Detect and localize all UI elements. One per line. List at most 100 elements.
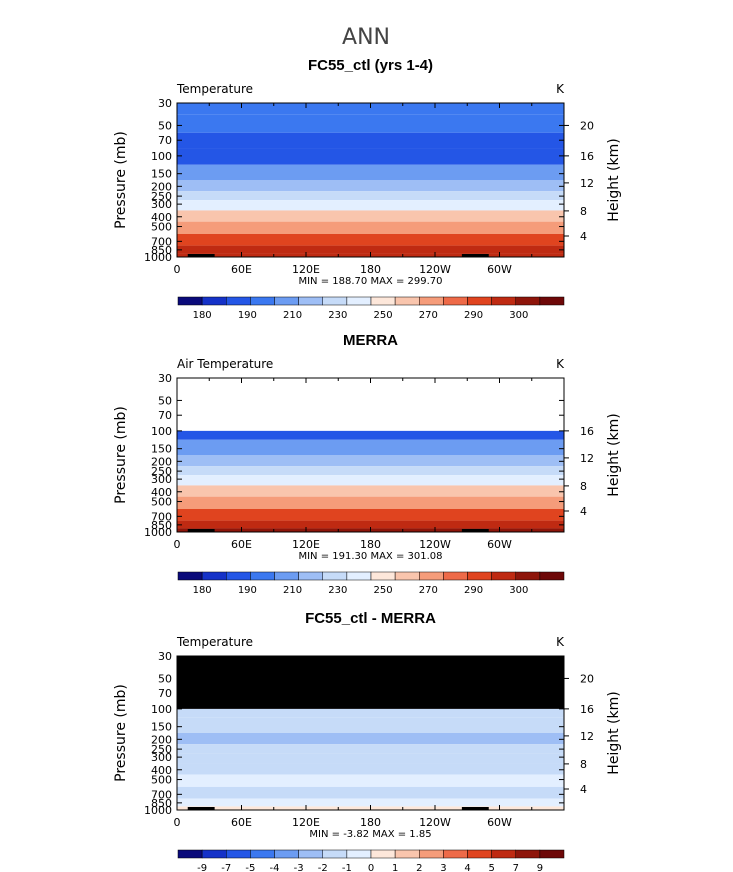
data-band-400 bbox=[177, 763, 564, 775]
x-tick-label: 0 bbox=[174, 263, 181, 276]
colorbar-label: 250 bbox=[374, 310, 393, 321]
colorbar-cell bbox=[370, 849, 396, 859]
colorbar-cell bbox=[419, 849, 444, 859]
colorbar-cell bbox=[298, 849, 323, 859]
colorbar-cell bbox=[443, 296, 468, 306]
colorbar-label: -4 bbox=[270, 863, 280, 872]
colorbar-label: 7 bbox=[513, 863, 519, 872]
data-band-250 bbox=[177, 466, 564, 476]
y-tick-label: 1000 bbox=[144, 526, 172, 539]
y-tick-label: 70 bbox=[158, 687, 172, 700]
x-tick-label: 0 bbox=[174, 816, 181, 829]
colorbar-cell bbox=[250, 296, 275, 306]
y-axis-title-right: Height (km) bbox=[606, 138, 622, 221]
colorbar-cell bbox=[370, 296, 396, 306]
colorbar-cell bbox=[419, 571, 444, 581]
panel-title: FC55_ctl (yrs 1-4) bbox=[308, 57, 433, 74]
panel-units: K bbox=[556, 82, 565, 96]
x-tick-label: 60W bbox=[487, 263, 512, 276]
colorbar-cell bbox=[250, 849, 275, 859]
colorbar-cell bbox=[467, 571, 492, 581]
colorbar-cell bbox=[394, 849, 420, 859]
colorbar-cell bbox=[250, 571, 275, 581]
colorbar-label: 210 bbox=[283, 310, 302, 321]
y-tick-label: 200 bbox=[151, 733, 172, 746]
height-tick-label: 8 bbox=[580, 480, 587, 493]
stats-label: MIN = -3.82 MAX = 1.85 bbox=[309, 829, 431, 840]
colorbar-label: 190 bbox=[238, 585, 257, 596]
x-tick-label: 0 bbox=[174, 538, 181, 551]
stats-label: MIN = 188.70 MAX = 299.70 bbox=[298, 276, 442, 287]
height-tick-label: 16 bbox=[580, 703, 594, 716]
y-axis-title: Pressure (mb) bbox=[113, 406, 129, 504]
y-tick-label: 400 bbox=[151, 486, 172, 499]
colorbar-cell bbox=[298, 571, 323, 581]
colorbar-cell bbox=[226, 849, 251, 859]
colorbar-cell bbox=[201, 849, 227, 859]
colorbar-label: 2 bbox=[416, 863, 422, 872]
height-tick-label: 4 bbox=[580, 783, 587, 796]
topography-mask bbox=[187, 254, 210, 257]
topography-mask bbox=[187, 529, 210, 532]
y-tick-label: 30 bbox=[158, 372, 172, 385]
panel-units: K bbox=[556, 357, 565, 371]
data-band-500 bbox=[177, 221, 564, 234]
colorbar-label: 250 bbox=[374, 585, 393, 596]
height-tick-label: 8 bbox=[580, 205, 587, 218]
colorbar-cell bbox=[443, 571, 468, 581]
panel-left-label: Temperature bbox=[176, 635, 253, 649]
y-tick-label: 300 bbox=[151, 198, 172, 211]
y-tick-label: 100 bbox=[151, 703, 172, 716]
data-band-700 bbox=[177, 233, 564, 246]
colorbar-label: 230 bbox=[328, 585, 347, 596]
y-tick-label: 700 bbox=[151, 510, 172, 523]
colorbar-cell bbox=[177, 296, 203, 306]
y-tick-label: 1000 bbox=[144, 251, 172, 264]
colorbar-label: -5 bbox=[245, 863, 255, 872]
colorbar-cell bbox=[177, 571, 203, 581]
y-tick-label: 500 bbox=[151, 774, 172, 787]
data-band-850 bbox=[177, 245, 564, 254]
colorbar-label: 270 bbox=[419, 310, 438, 321]
colorbar-cell bbox=[515, 296, 541, 306]
colorbar-cell bbox=[491, 296, 516, 306]
y-tick-label: 30 bbox=[158, 97, 172, 110]
colorbar-cell bbox=[226, 571, 251, 581]
colorbar-label: 270 bbox=[419, 585, 438, 596]
topography-mask bbox=[461, 254, 489, 257]
height-tick-label: 12 bbox=[580, 452, 594, 465]
colorbar-label: -7 bbox=[221, 863, 231, 872]
x-tick-label: 180 bbox=[360, 263, 381, 276]
colorbar-cell bbox=[419, 296, 444, 306]
stats-label: MIN = 191.30 MAX = 301.08 bbox=[298, 551, 442, 562]
colorbar-label: -3 bbox=[294, 863, 304, 872]
colorbar-cell bbox=[226, 296, 251, 306]
colorbar-label: 230 bbox=[328, 310, 347, 321]
data-band-850 bbox=[177, 798, 564, 807]
y-tick-label: 50 bbox=[158, 119, 172, 132]
x-tick-label: 180 bbox=[360, 538, 381, 551]
topography-mask bbox=[187, 807, 210, 810]
data-band-300 bbox=[177, 200, 564, 211]
colorbar-cell bbox=[370, 571, 396, 581]
colorbar-cell bbox=[491, 849, 516, 859]
colorbar-label: 3 bbox=[440, 863, 446, 872]
height-tick-label: 8 bbox=[580, 758, 587, 771]
colorbar-label: 300 bbox=[509, 585, 528, 596]
y-tick-label: 200 bbox=[151, 455, 172, 468]
y-tick-label: 700 bbox=[151, 235, 172, 248]
colorbar-cell bbox=[394, 296, 420, 306]
data-band-30 bbox=[177, 103, 564, 115]
panel-title: MERRA bbox=[343, 332, 398, 349]
colorbar-label: 5 bbox=[488, 863, 494, 872]
data-band-200 bbox=[177, 455, 564, 467]
colorbar-cell bbox=[491, 571, 516, 581]
colorbar-label: -1 bbox=[342, 863, 352, 872]
colorbar-cell bbox=[515, 849, 541, 859]
y-tick-label: 300 bbox=[151, 751, 172, 764]
colorbar-label: 4 bbox=[464, 863, 470, 872]
colorbar-cell bbox=[322, 296, 348, 306]
colorbar-cell bbox=[539, 296, 565, 306]
